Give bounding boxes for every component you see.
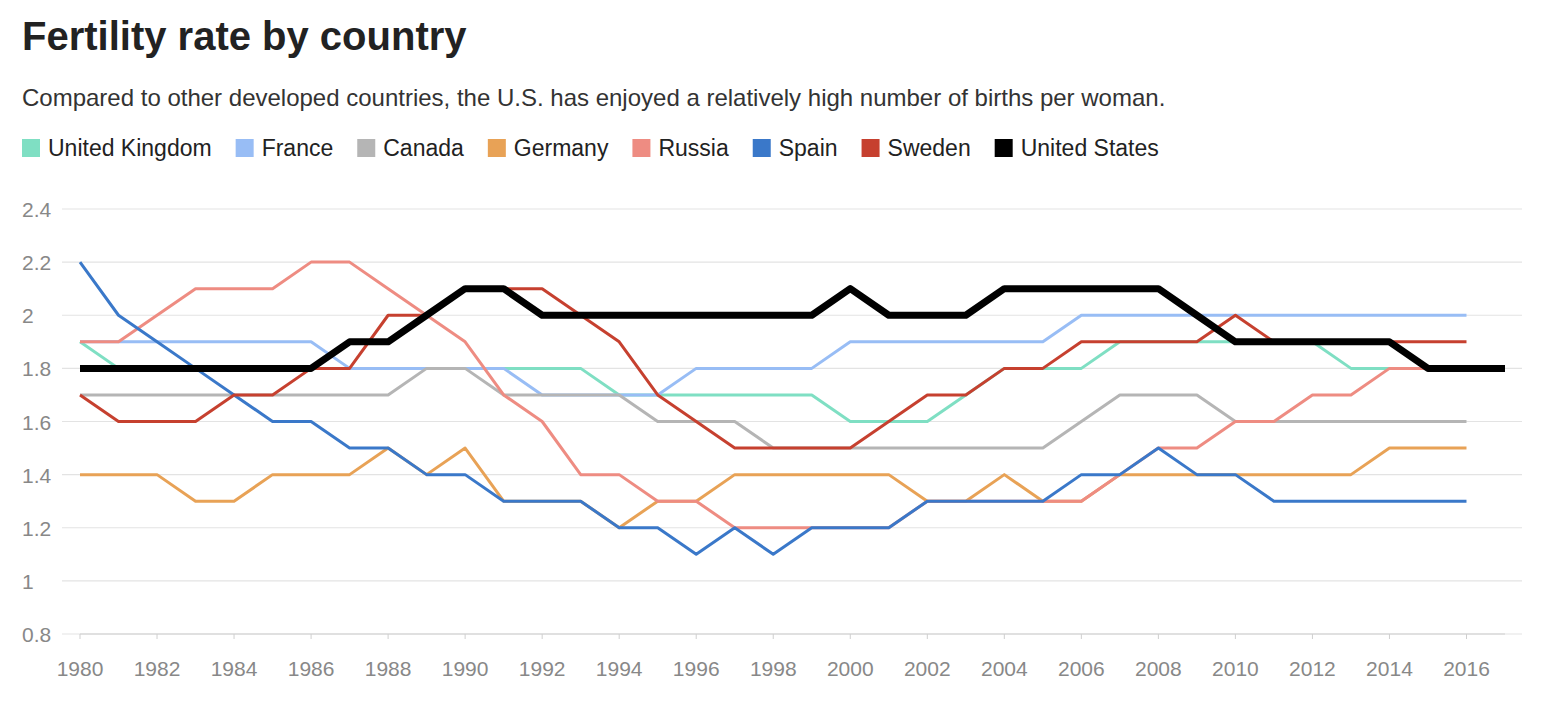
y-tick-label: 2: [22, 304, 34, 327]
y-tick-label: 1: [22, 570, 34, 593]
x-axis-line: [80, 633, 1505, 634]
legend-label: Russia: [658, 135, 729, 161]
x-tick: [1158, 634, 1159, 639]
y-tick-label: 2.4: [22, 198, 52, 221]
legend-swatch: [862, 139, 880, 157]
grid-line: [62, 262, 1522, 263]
x-tick: [234, 634, 235, 639]
x-tick-label: 2002: [904, 657, 951, 680]
x-axis: 1980 1982 1984 1986 1988 1990 1992 1994 1996 1998…: [57, 634, 1490, 680]
series-line: [80, 342, 1466, 422]
x-tick: [850, 634, 851, 639]
x-tick: [1235, 634, 1236, 639]
y-tick-label: 0.8: [22, 623, 51, 646]
x-tick-label: 1980: [57, 657, 104, 680]
x-tick-label: 1982: [134, 657, 181, 680]
x-tick-label: 2008: [1135, 657, 1182, 680]
y-tick-label: 2.2: [22, 251, 51, 274]
legend-label: United States: [1021, 135, 1159, 161]
x-tick-label: 1990: [442, 657, 489, 680]
series-line: [80, 368, 1466, 448]
series-line: [80, 448, 1466, 528]
x-tick: [1312, 634, 1313, 639]
plot-area: [80, 262, 1505, 554]
y-tick-label: 1.2: [22, 517, 51, 540]
x-tick-label: 2016: [1443, 657, 1490, 680]
legend-swatch: [488, 139, 506, 157]
x-tick: [927, 634, 928, 639]
legend-label: Canada: [383, 135, 464, 161]
x-tick: [1081, 634, 1082, 639]
legend-label: United Kingdom: [48, 135, 212, 161]
x-tick: [1466, 634, 1467, 639]
x-tick-label: 2004: [981, 657, 1028, 680]
legend-label: Germany: [514, 135, 609, 161]
y-tick-label: 1.8: [22, 357, 51, 380]
x-tick: [542, 634, 543, 639]
x-tick: [388, 634, 389, 639]
legend-swatch: [357, 139, 375, 157]
subtitle: Compared to other developed countries, t…: [22, 84, 1165, 111]
legend-swatch: [753, 139, 771, 157]
legend-swatch: [236, 139, 254, 157]
series-line: [80, 262, 1466, 528]
series-line: [80, 262, 1466, 554]
x-tick: [1004, 634, 1005, 639]
x-tick-label: 2012: [1289, 657, 1336, 680]
legend-label: France: [262, 135, 334, 161]
series-line: [80, 289, 1505, 369]
x-tick: [1389, 634, 1390, 639]
x-tick: [773, 634, 774, 639]
x-tick: [465, 634, 466, 639]
x-tick-label: 1984: [211, 657, 258, 680]
y-axis: 0.8 1 1.2 1.4 1.6 1.8 2 2.2 2.4: [22, 198, 1522, 646]
x-tick: [619, 634, 620, 639]
x-tick-label: 1986: [288, 657, 335, 680]
x-tick-label: 1996: [673, 657, 720, 680]
x-tick: [311, 634, 312, 639]
x-tick-label: 2010: [1212, 657, 1259, 680]
legend-swatch: [632, 139, 650, 157]
grid-line: [62, 633, 1522, 634]
y-tick-label: 1.6: [22, 411, 51, 434]
x-tick-label: 2006: [1058, 657, 1105, 680]
chart: Fertility rate by country Compared to oth…: [0, 0, 1544, 718]
title: Fertility rate by country: [22, 14, 467, 58]
legend: United Kingdom France Canada Germany Russia S…: [22, 135, 1159, 161]
y-tick-label: 1.4: [22, 464, 52, 487]
x-tick-label: 2014: [1366, 657, 1413, 680]
legend-swatch: [22, 139, 40, 157]
x-tick: [157, 634, 158, 639]
x-tick-label: 1992: [519, 657, 566, 680]
x-tick-label: 1988: [365, 657, 412, 680]
legend-swatch: [995, 139, 1013, 157]
x-tick-label: 1994: [596, 657, 643, 680]
legend-label: Spain: [779, 135, 838, 161]
x-tick: [696, 634, 697, 639]
x-tick: [80, 634, 81, 639]
x-tick-label: 1998: [750, 657, 797, 680]
x-tick-label: 2000: [827, 657, 874, 680]
legend-label: Sweden: [888, 135, 971, 161]
grid-line: [62, 580, 1522, 581]
grid-line: [62, 208, 1522, 209]
